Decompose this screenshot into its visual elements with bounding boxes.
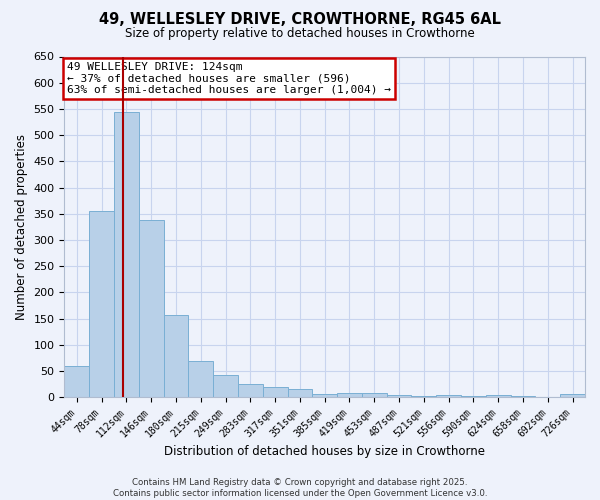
Bar	[64, 366, 89, 397]
Text: 49 WELLESLEY DRIVE: 124sqm
← 37% of detached houses are smaller (596)
63% of sem: 49 WELLESLEY DRIVE: 124sqm ← 37% of deta…	[67, 62, 391, 95]
Bar	[436, 395, 461, 397]
Text: 49, WELLESLEY DRIVE, CROWTHORNE, RG45 6AL: 49, WELLESLEY DRIVE, CROWTHORNE, RG45 6A…	[99, 12, 501, 28]
Bar	[139, 220, 164, 397]
Text: Size of property relative to detached houses in Crowthorne: Size of property relative to detached ho…	[125, 28, 475, 40]
Bar	[287, 390, 313, 397]
Bar	[486, 394, 511, 397]
Y-axis label: Number of detached properties: Number of detached properties	[15, 134, 28, 320]
Bar	[412, 396, 436, 397]
Bar	[386, 395, 412, 397]
X-axis label: Distribution of detached houses by size in Crowthorne: Distribution of detached houses by size …	[164, 444, 485, 458]
Bar	[238, 384, 263, 397]
Bar	[461, 396, 486, 397]
Bar	[188, 360, 213, 397]
Bar	[535, 396, 560, 397]
Bar	[213, 375, 238, 397]
Bar	[337, 393, 362, 397]
Text: Contains HM Land Registry data © Crown copyright and database right 2025.
Contai: Contains HM Land Registry data © Crown c…	[113, 478, 487, 498]
Bar	[89, 211, 114, 397]
Bar	[362, 392, 386, 397]
Bar	[511, 396, 535, 397]
Bar	[114, 112, 139, 397]
Bar	[164, 315, 188, 397]
Bar	[560, 394, 585, 397]
Bar	[313, 394, 337, 397]
Bar	[263, 386, 287, 397]
